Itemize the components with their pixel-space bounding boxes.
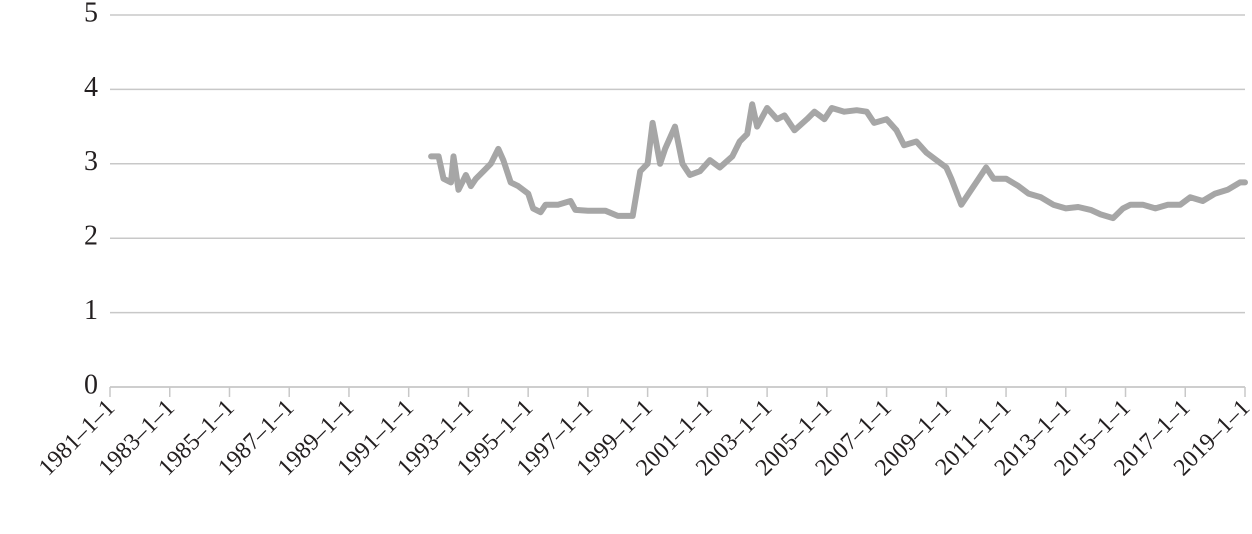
y-tick-label: 4 [84,72,98,103]
y-tick-label: 1 [84,295,98,326]
y-tick-label: 5 [84,0,98,28]
y-tick-label: 0 [84,369,98,400]
y-tick-label: 2 [84,221,98,252]
data-line [428,101,1248,222]
y-tick-label: 3 [84,146,98,177]
